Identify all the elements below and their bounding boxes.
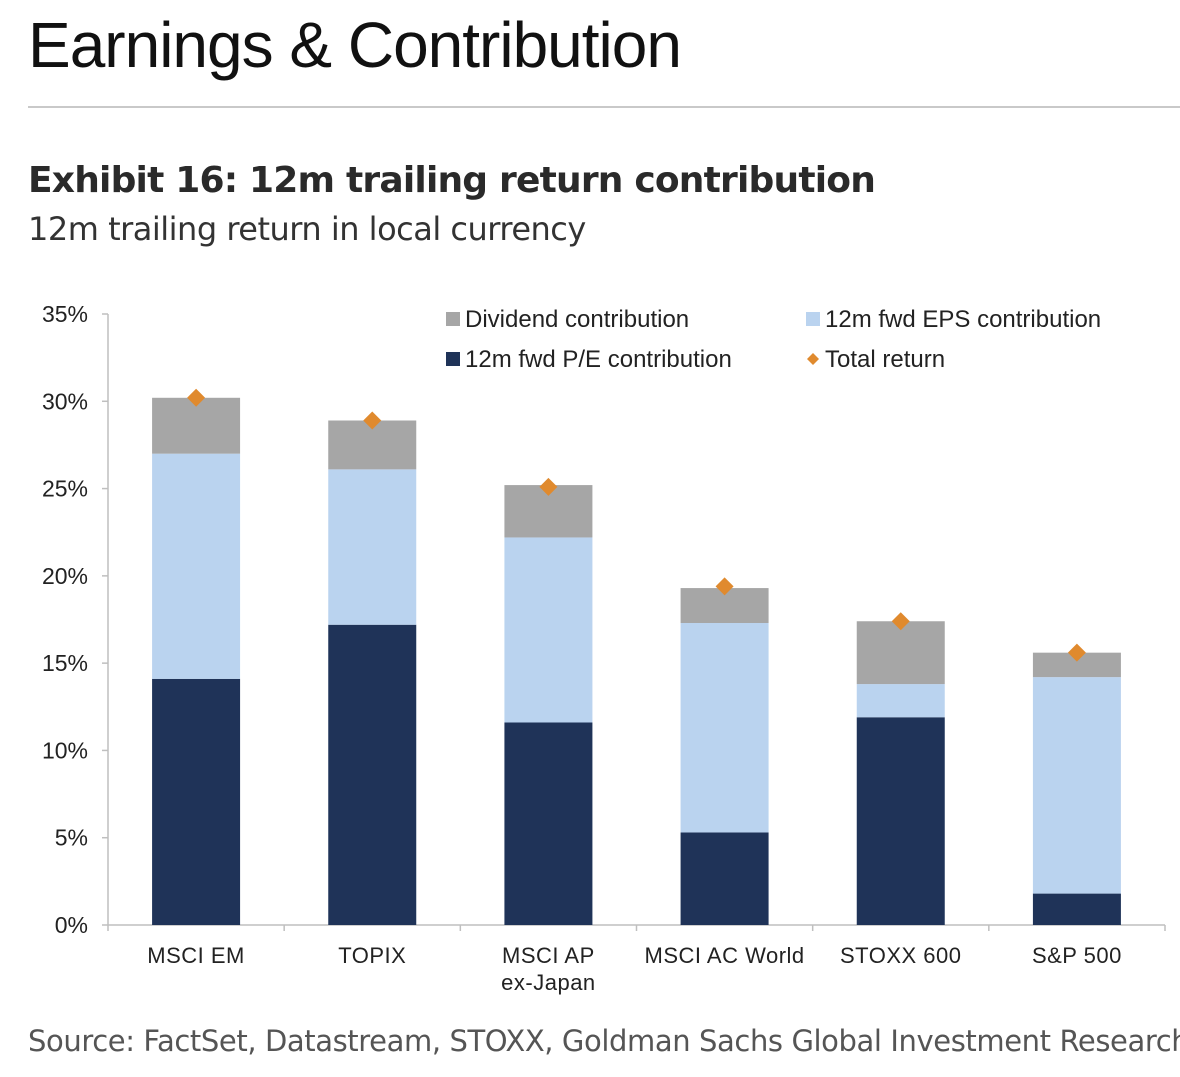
x-category-label: ex-Japan <box>501 970 596 995</box>
bar-segment <box>152 453 241 679</box>
bar-segment <box>856 621 945 685</box>
bar-segment <box>856 717 945 925</box>
bar-segment <box>1032 677 1121 894</box>
legend-swatch <box>807 353 819 365</box>
legend-label: 12m fwd EPS contribution <box>825 306 1101 333</box>
y-tick-label: 5% <box>55 825 88 851</box>
total-return-marker <box>363 411 382 430</box>
chart-legend: Dividend contribution 12m fwd EPS contrib… <box>446 306 1101 373</box>
legend-label: Dividend contribution <box>465 306 689 333</box>
legend-swatch <box>806 312 820 326</box>
legend-label: Total return <box>825 346 945 373</box>
y-axis-labels: 0% 5% 10% 15% 20% 25% 30% 35% <box>42 301 88 938</box>
y-tick-label: 25% <box>42 476 88 502</box>
bar-segment <box>504 722 593 925</box>
chart-axes <box>102 313 1166 931</box>
headline-divider <box>28 106 1180 108</box>
x-category-label: STOXX 600 <box>840 943 962 968</box>
exhibit-title: Exhibit 16: 12m trailing return contribu… <box>28 160 876 201</box>
x-category-label: MSCI AP <box>502 943 595 968</box>
bar-segment <box>328 624 417 925</box>
bar-segment <box>328 469 417 625</box>
chart-markers <box>187 388 1086 662</box>
total-return-marker <box>891 612 910 631</box>
bar-segment <box>1032 893 1121 925</box>
y-tick-label: 30% <box>42 388 88 414</box>
chart-bars <box>152 397 1121 925</box>
bar-segment <box>504 537 593 723</box>
x-category-label: MSCI AC World <box>645 943 805 968</box>
y-tick-label: 35% <box>42 301 88 327</box>
bar-segment <box>680 832 769 925</box>
y-tick-label: 15% <box>42 650 88 676</box>
total-return-marker <box>1067 643 1086 662</box>
x-category-label: S&P 500 <box>1032 943 1122 968</box>
y-tick-label: 10% <box>42 737 88 763</box>
legend-swatch <box>446 312 460 326</box>
bar-segment <box>152 397 241 454</box>
legend-label: 12m fwd P/E contribution <box>465 346 732 373</box>
total-return-marker <box>539 477 558 496</box>
total-return-marker <box>187 388 206 407</box>
x-category-label: MSCI EM <box>147 943 245 968</box>
x-category-label: TOPIX <box>338 943 406 968</box>
y-tick-label: 0% <box>55 912 88 938</box>
source-note: Source: FactSet, Datastream, STOXX, Gold… <box>28 1024 1180 1058</box>
bar-segment <box>680 622 769 833</box>
bar-segment <box>152 678 241 925</box>
bar-segment <box>856 684 945 718</box>
chart-subtitle: 12m trailing return in local currency <box>28 210 586 248</box>
page-headline: Earnings & Contribution <box>28 9 682 81</box>
y-tick-label: 20% <box>42 563 88 589</box>
total-return-marker <box>715 577 734 596</box>
legend-swatch <box>446 352 460 366</box>
